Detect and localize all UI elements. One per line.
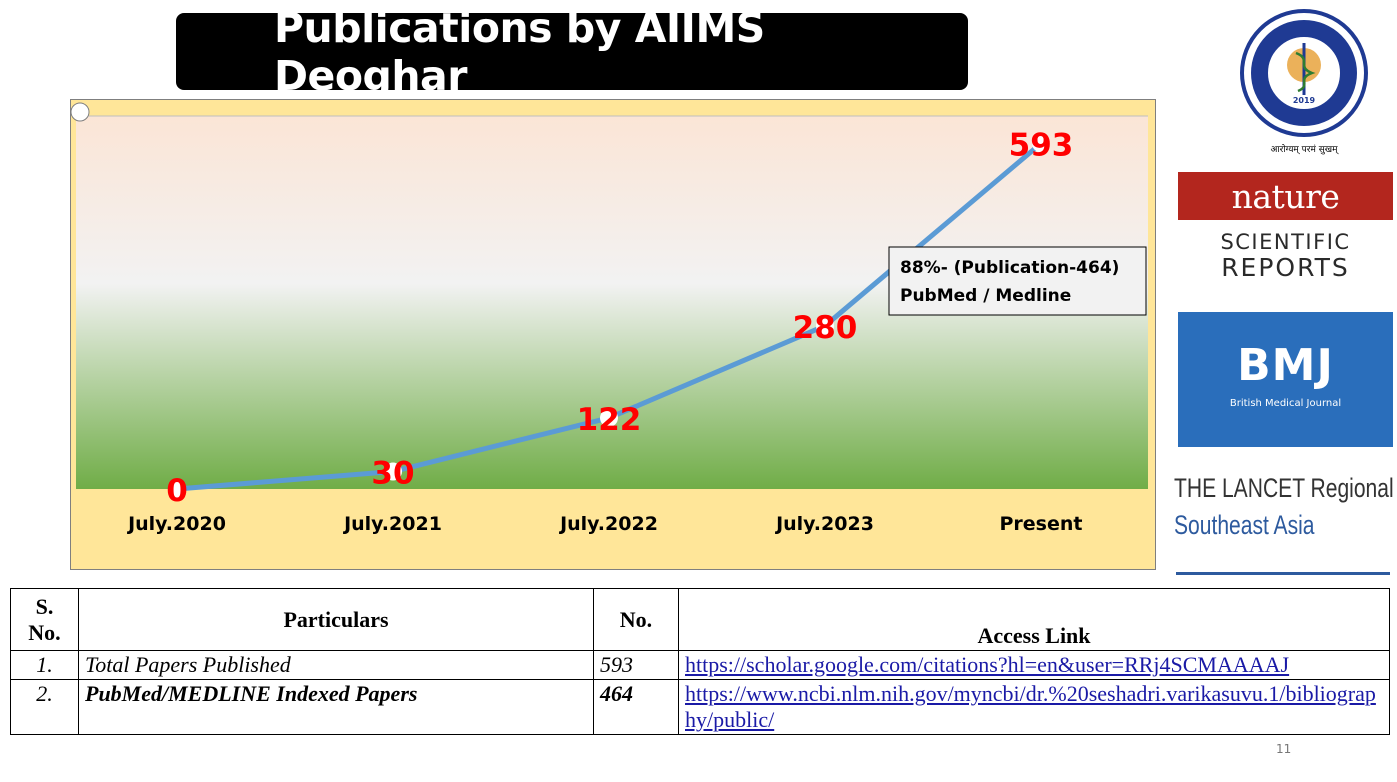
row-count: 593 xyxy=(593,650,679,680)
x-tick-label: July.2022 xyxy=(558,513,658,535)
x-axis-ticks: July.2020 July.2021 July.2022 July.2023 Pres… xyxy=(126,513,1082,535)
scientific-reports-line1: SCIENTIFIC xyxy=(1220,230,1351,254)
emblem-year: 2019 xyxy=(1293,96,1316,105)
page-number: 11 xyxy=(1276,742,1292,756)
annotation-line-1: 88%- (Publication-464) xyxy=(900,258,1119,278)
data-label: 280 xyxy=(793,310,858,346)
table-header-row: S. No. Particulars No. Access Link xyxy=(10,588,1390,651)
bmj-wordmark: BMJ xyxy=(1237,340,1334,391)
data-label: 0 xyxy=(166,473,188,509)
table-row: 1. Total Papers Published 593 https://sc… xyxy=(10,650,1390,680)
annotation-line-2: PubMed / Medline xyxy=(900,286,1071,306)
annotation-box xyxy=(888,246,1147,316)
header-particulars: Particulars xyxy=(78,588,594,651)
lancet-rule xyxy=(1176,572,1390,575)
data-point xyxy=(600,408,618,427)
publications-table: S. No. Particulars No. Access Link 1. To… xyxy=(10,588,1390,735)
header-sno: S. No. xyxy=(10,588,79,651)
page-title: Publications by AIIMS Deoghar xyxy=(176,4,968,100)
bmj-logo: BMJ British Medical Journal xyxy=(1178,312,1393,447)
aiims-emblem-logo: 2019 आरोग्यम् परमं सुखम् xyxy=(1240,9,1368,155)
row-particulars: PubMed/MEDLINE Indexed Papers xyxy=(78,679,594,735)
table-row: 2. PubMed/MEDLINE Indexed Papers 464 htt… xyxy=(10,679,1390,735)
row-sno: 2. xyxy=(10,679,79,735)
header-no: No. xyxy=(593,588,679,651)
x-tick-label: July.2020 xyxy=(126,513,226,535)
data-label: 122 xyxy=(577,402,642,438)
row-access-cell: https://www.ncbi.nlm.nih.gov/myncbi/dr.%… xyxy=(678,679,1390,735)
data-label: 30 xyxy=(371,456,414,492)
row-particulars: Total Papers Published xyxy=(78,650,594,680)
scientific-reports-logo: SCIENTIFIC REPORTS xyxy=(1178,230,1393,282)
header-access-link: Access Link xyxy=(678,588,1390,651)
scientific-reports-line2: REPORTS xyxy=(1221,253,1350,282)
lancet-logo: THE LANCET Regional Health Southeast Asi… xyxy=(1174,468,1397,578)
nature-logo: nature xyxy=(1178,172,1393,220)
x-tick-label: July.2023 xyxy=(774,513,874,535)
lancet-line2: Southeast Asia xyxy=(1174,510,1315,540)
x-tick-label: Present xyxy=(1000,513,1083,535)
row-count: 464 xyxy=(593,679,679,735)
frame-handle xyxy=(70,102,90,122)
labels-layer: 0 30 122 280 593 xyxy=(166,127,1073,509)
data-point xyxy=(816,316,834,335)
publications-line-chart: 0 30 122 280 593 July.2020 July.2021 July.2022… xyxy=(70,99,1156,570)
row-sno: 1. xyxy=(10,650,79,680)
data-point xyxy=(1032,134,1050,153)
x-tick-label: July.2021 xyxy=(342,513,442,535)
pubmed-link[interactable]: https://www.ncbi.nlm.nih.gov/myncbi/dr.%… xyxy=(685,681,1376,732)
data-label: 593 xyxy=(1009,127,1074,163)
lancet-line1: THE LANCET Regional Health xyxy=(1174,473,1397,503)
bmj-subtitle: British Medical Journal xyxy=(1229,398,1342,409)
scholar-link[interactable]: https://scholar.google.com/citations?hl=… xyxy=(685,652,1290,677)
data-point xyxy=(168,480,186,498)
row-access-cell: https://scholar.google.com/citations?hl=… xyxy=(678,650,1390,680)
data-point xyxy=(384,462,402,481)
emblem-motto: आरोग्यम् परमं सुखम् xyxy=(1270,143,1339,155)
